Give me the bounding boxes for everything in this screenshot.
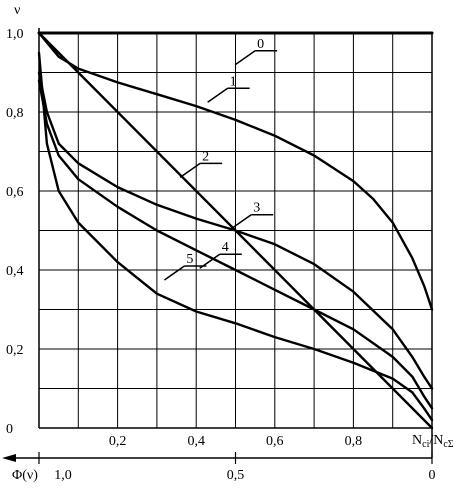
- x-tick-label: 0,4: [187, 434, 205, 449]
- secondary-tick-label: 1,0: [54, 468, 72, 483]
- secondary-axis-label: Φ(ν): [12, 468, 38, 483]
- secondary-axis-arrow-icon: [2, 454, 16, 462]
- x-axis-label-main: N: [412, 433, 422, 448]
- series-group: [37, 31, 434, 430]
- series-label-leader: [234, 50, 256, 66]
- secondary-tick-label: 0,5: [227, 468, 245, 483]
- series-label-0: 0: [257, 37, 264, 52]
- y-tick-label: 0: [6, 422, 13, 437]
- series-label-1: 1: [230, 74, 237, 89]
- series-label-3: 3: [253, 201, 260, 216]
- y-axis-label: ν: [14, 3, 20, 18]
- x-axis-label-sub2: cΣ: [443, 439, 453, 450]
- x-tick-label: 0,2: [109, 434, 127, 449]
- series-line-5: [37, 51, 434, 422]
- series-label-2: 2: [202, 149, 209, 164]
- series-label-5: 5: [186, 252, 193, 267]
- series-label-4: 4: [222, 240, 229, 255]
- y-tick-label: 0,6: [6, 185, 24, 200]
- y-tick-label: 0,2: [6, 343, 24, 358]
- series-line-4: [37, 79, 434, 410]
- series-label-leader: [163, 265, 185, 281]
- series-line-1: [37, 31, 434, 311]
- x-axis-label: Nci/NcΣ: [412, 433, 454, 450]
- x-tick-label: 0,8: [345, 434, 363, 449]
- series-label-leader: [230, 214, 252, 230]
- secondary-axis: 1,0 0,5 0: [2, 452, 436, 483]
- x-axis-label-sub1: ci: [422, 439, 429, 450]
- tick-labels: 0 0,2 0,4 0,6 0,8 1,0 0,2 0,4 0,6 0,8: [6, 27, 362, 449]
- series-label-leader: [179, 162, 201, 178]
- secondary-tick-label: 0: [429, 468, 436, 483]
- series-label-leader: [207, 87, 229, 103]
- x-tick-label: 0,6: [266, 434, 284, 449]
- y-tick-label: 0,4: [6, 264, 24, 279]
- y-tick-label: 1,0: [6, 27, 24, 42]
- series-labels: 0 1 2 3 4 5: [163, 37, 278, 281]
- series-line-3: [37, 71, 434, 390]
- x-axis-label-sep: /N: [429, 433, 443, 448]
- y-tick-label: 0,8: [6, 106, 24, 121]
